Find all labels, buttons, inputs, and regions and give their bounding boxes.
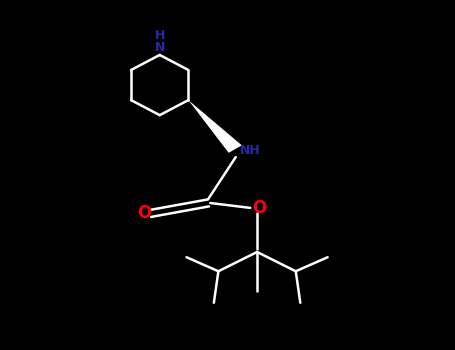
Text: O: O <box>137 204 152 223</box>
Text: NH: NH <box>240 144 261 158</box>
Text: O: O <box>252 199 267 217</box>
Text: H
N: H N <box>155 29 165 54</box>
Polygon shape <box>188 100 242 153</box>
